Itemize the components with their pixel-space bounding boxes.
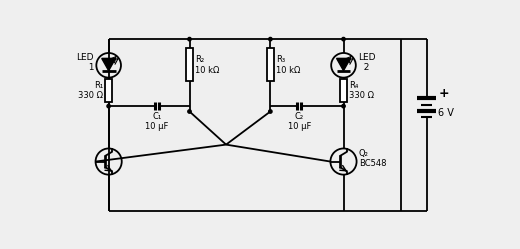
Circle shape <box>342 104 345 108</box>
FancyBboxPatch shape <box>105 79 112 102</box>
Text: Q₂
BC548: Q₂ BC548 <box>359 149 386 168</box>
Text: R₁
330 Ω: R₁ 330 Ω <box>78 81 103 100</box>
Text: +: + <box>438 87 449 100</box>
Text: LED
  1: LED 1 <box>76 53 94 72</box>
Polygon shape <box>102 58 115 71</box>
FancyBboxPatch shape <box>186 48 193 81</box>
Text: C₁
10 μF: C₁ 10 μF <box>145 112 168 131</box>
Text: R₃
10 kΩ: R₃ 10 kΩ <box>276 55 300 75</box>
Text: 6 V: 6 V <box>438 108 454 118</box>
Polygon shape <box>336 58 350 71</box>
Circle shape <box>188 37 191 41</box>
Text: LED
  2: LED 2 <box>358 53 375 72</box>
Text: R₂
10 kΩ: R₂ 10 kΩ <box>195 55 219 75</box>
Text: C₂
10 μF: C₂ 10 μF <box>288 112 311 131</box>
Circle shape <box>107 104 110 108</box>
FancyBboxPatch shape <box>340 79 347 102</box>
Text: R₄
330 Ω: R₄ 330 Ω <box>349 81 374 100</box>
Circle shape <box>269 37 272 41</box>
Circle shape <box>342 37 345 41</box>
FancyBboxPatch shape <box>267 48 274 81</box>
Circle shape <box>188 110 191 113</box>
Circle shape <box>269 110 272 113</box>
